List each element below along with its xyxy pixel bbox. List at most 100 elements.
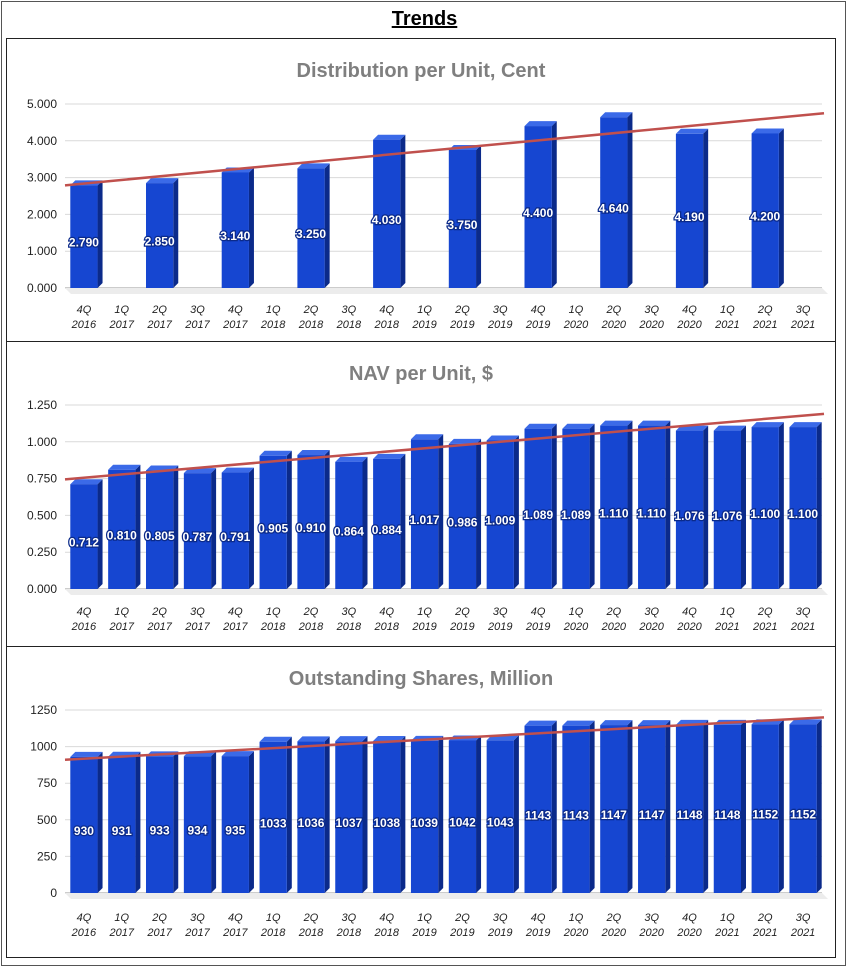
trend-line <box>64 716 825 762</box>
bar <box>373 139 401 288</box>
bar-top <box>259 736 292 742</box>
x-tick-year: 2018 <box>373 927 399 939</box>
x-tick-quarter: 2Q <box>605 606 621 618</box>
bar <box>108 469 136 589</box>
x-tick-quarter: 3Q <box>644 912 659 924</box>
bar-side <box>248 751 254 893</box>
x-tick-quarter: 4Q <box>531 912 546 924</box>
x-tick-year: 2021 <box>752 319 777 331</box>
bar-side <box>286 736 292 893</box>
data-label: 1.076 <box>675 509 705 523</box>
x-tick-year: 2018 <box>260 621 286 633</box>
bar-side <box>135 751 141 893</box>
data-label: 4.640 <box>599 202 629 216</box>
bar-side <box>589 720 595 893</box>
chart-title: NAV per Unit, $ <box>349 363 493 385</box>
bar <box>713 724 742 893</box>
data-label: 1037 <box>336 816 363 830</box>
y-tick-label: 1.250 <box>27 398 57 412</box>
data-label: 1148 <box>677 808 703 822</box>
bar <box>373 741 401 893</box>
x-tick-quarter: 3Q <box>796 912 811 924</box>
data-label: 1148 <box>714 808 740 822</box>
bar <box>675 724 704 893</box>
x-tick-year: 2019 <box>487 927 512 939</box>
x-tick-year: 2020 <box>563 927 589 939</box>
x-tick-year: 2018 <box>298 319 324 331</box>
bar-side <box>438 434 444 589</box>
x-tick-quarter: 4Q <box>682 912 697 924</box>
bar-top <box>751 422 784 428</box>
bar-top <box>373 453 406 459</box>
x-tick-quarter: 1Q <box>569 912 584 924</box>
x-tick-year: 2016 <box>71 319 97 331</box>
x-tick-quarter: 4Q <box>531 304 546 316</box>
data-label: 0.905 <box>258 521 288 535</box>
data-label: 1152 <box>752 808 778 822</box>
bar <box>486 440 514 589</box>
x-tick-year: 2021 <box>714 621 739 633</box>
bar-top <box>600 420 633 426</box>
shares-chart-panel: Outstanding Shares, Million 0 250 500 750 100… <box>6 646 836 958</box>
data-label: 1036 <box>298 816 325 830</box>
data-label: 1.009 <box>485 514 515 528</box>
bar <box>70 185 98 288</box>
y-tick-label: 500 <box>37 813 57 827</box>
bar-top <box>335 456 368 462</box>
bar-top <box>297 163 330 169</box>
data-label: 1038 <box>373 816 400 830</box>
distribution-chart-panel: Distribution per Unit, Cent 0.000 1.000 2.0… <box>6 38 836 342</box>
x-tick-quarter: 1Q <box>569 304 584 316</box>
bar-top <box>562 720 595 726</box>
bar-side <box>703 719 709 893</box>
data-label: 1.017 <box>410 513 440 527</box>
bar-top <box>675 128 709 134</box>
x-tick-quarter: 2Q <box>605 304 621 316</box>
chart-floor <box>65 589 828 595</box>
x-tick-year: 2018 <box>336 621 362 633</box>
bar <box>335 461 363 589</box>
x-tick-quarter: 4Q <box>228 912 243 924</box>
data-label: 0.986 <box>447 515 477 529</box>
x-tick-quarter: 2Q <box>757 912 773 924</box>
y-tick-label: 0.000 <box>27 582 57 596</box>
x-tick-quarter: 3Q <box>342 912 357 924</box>
x-tick-year: 2017 <box>146 621 172 633</box>
x-tick-quarter: 2Q <box>151 606 167 618</box>
data-label: 1143 <box>525 808 551 822</box>
bar-side <box>476 735 482 893</box>
bar-side <box>476 438 482 589</box>
report-frame: Trends Distribution per Unit, Cent 0.000 1… <box>1 1 846 966</box>
y-tick-label: 0.500 <box>27 508 57 522</box>
bar-top <box>600 720 633 726</box>
bar <box>524 725 552 893</box>
bar <box>297 741 325 893</box>
bar <box>675 133 704 288</box>
bar <box>145 756 174 893</box>
bar-side <box>703 128 709 288</box>
x-tick-year: 2020 <box>601 621 627 633</box>
bar <box>638 425 666 589</box>
y-tick-label: 250 <box>37 849 57 863</box>
bar-side <box>324 163 330 288</box>
bar-side <box>551 720 557 893</box>
x-tick-quarter: 2Q <box>605 912 621 924</box>
x-tick-year: 2020 <box>601 319 627 331</box>
x-tick-year: 2020 <box>563 319 589 331</box>
data-label: 3.250 <box>296 227 326 241</box>
bar <box>486 740 514 893</box>
data-label: 1.089 <box>523 508 553 522</box>
bar-top <box>373 736 406 742</box>
bar-side <box>476 145 482 288</box>
bar-side <box>97 751 103 893</box>
x-tick-quarter: 1Q <box>720 912 735 924</box>
bar-top <box>297 736 330 742</box>
x-tick-year: 2020 <box>676 927 702 939</box>
data-label: 2.790 <box>69 236 99 250</box>
bar-side <box>778 719 784 893</box>
x-tick-year: 2017 <box>184 319 210 331</box>
x-tick-quarter: 2Q <box>303 606 319 618</box>
x-tick-year: 2017 <box>109 319 135 331</box>
bar-side <box>400 453 406 589</box>
x-tick-year: 2021 <box>714 927 739 939</box>
